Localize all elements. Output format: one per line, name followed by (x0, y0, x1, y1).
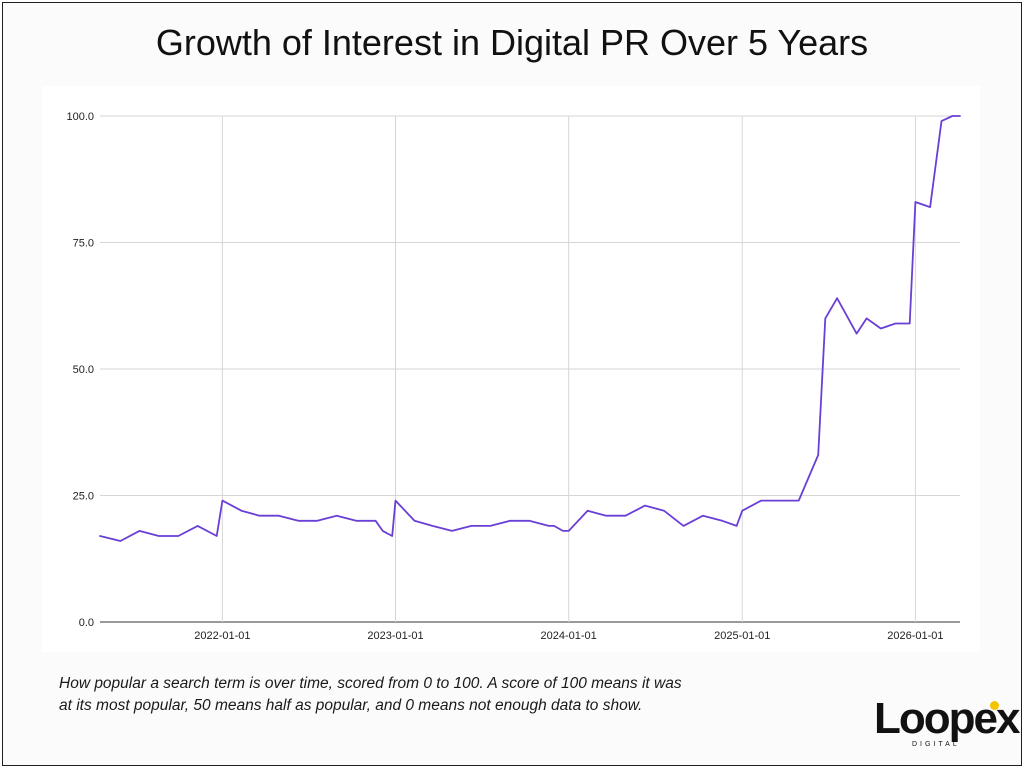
chart-area: 0.0 25.0 50.0 75.0 100.0 2022-01-01 2023-01-01… (42, 86, 980, 652)
x-tick-label: 2023-01-01 (367, 630, 423, 642)
chart-caption: How popular a search term is over time, … (59, 673, 819, 717)
logo-accent-dot (990, 701, 999, 710)
y-tick-label: 75.0 (73, 238, 94, 250)
y-tick-label: 25.0 (73, 491, 94, 503)
x-tick-label: 2025-01-01 (714, 630, 770, 642)
caption-line-1: How popular a search term is over time, … (59, 675, 682, 692)
y-tick-label: 100.0 (66, 111, 94, 123)
x-tick-label: 2024-01-01 (541, 630, 597, 642)
x-tick-label: 2022-01-01 (194, 630, 250, 642)
line-chart: 0.0 25.0 50.0 75.0 100.0 2022-01-01 2023-01-01… (66, 111, 961, 642)
series-line (99, 115, 961, 542)
y-tick-label: 0.0 (79, 617, 94, 629)
y-tick-label: 50.0 (73, 364, 94, 376)
x-tick-label: 2026-01-01 (887, 630, 943, 642)
loopex-logo: Loopex DIGITAL (874, 697, 1020, 757)
chart-title: Growth of Interest in Digital PR Over 5 … (155, 22, 869, 63)
logo-subtitle: DIGITAL (912, 741, 960, 748)
caption-line-2: at its most popular, 50 means half as po… (59, 697, 643, 714)
